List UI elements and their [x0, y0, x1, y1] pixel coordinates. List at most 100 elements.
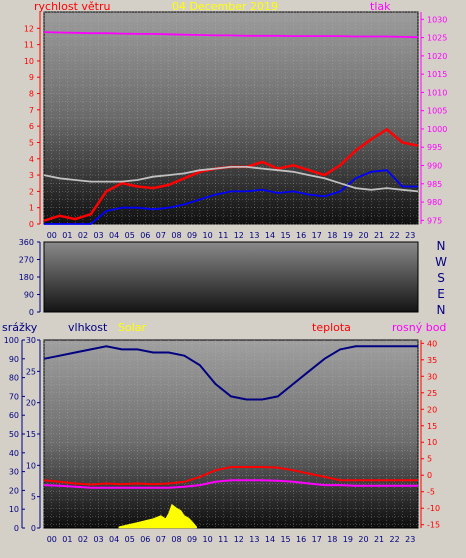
- humidity-tick-label: 25: [26, 367, 36, 376]
- wind-speed-tick-label: 12: [24, 24, 34, 33]
- hour-tick-label: 18: [327, 535, 337, 544]
- hour-tick-label: 16: [296, 535, 306, 544]
- wind-speed-axis-label: rychlost větru: [34, 0, 110, 13]
- pressure-tick-label: 1005: [427, 107, 447, 116]
- wind-speed-tick-label: 0: [29, 220, 34, 229]
- pressure-tick-label: 1030: [427, 15, 447, 24]
- pressure-tick-label: 975: [427, 216, 442, 225]
- dew-point-axis-label: rosný bod: [392, 321, 446, 334]
- solar-axis-label: Solar: [118, 321, 147, 334]
- temperature-tick-label: 20: [427, 405, 437, 414]
- direction-tick-label: 0: [29, 308, 34, 317]
- humidity-tick-label: 10: [26, 461, 36, 470]
- precip-tick-label: 90: [9, 355, 19, 364]
- temperature-tick-label: 40: [427, 339, 437, 348]
- compass-label: S: [437, 271, 445, 285]
- series-line: [44, 169, 418, 225]
- solar-area: [118, 503, 197, 529]
- wind-speed-tick-label: 3: [29, 171, 34, 180]
- series-line: [43, 165, 419, 193]
- hour-tick-label: 19: [343, 231, 353, 240]
- humidity-temperature-grid: [43, 340, 419, 528]
- precip-tick-label: 20: [9, 486, 19, 495]
- humidity-tick-label: 30: [26, 336, 36, 345]
- compass-label: N: [437, 303, 446, 317]
- hour-tick-label: 08: [171, 231, 181, 240]
- precip-tick-label: 80: [9, 374, 19, 383]
- hour-tick-label: 20: [358, 535, 368, 544]
- pressure-axis: 975 980 985 990 995 1000 1005 1010 1015 1020 1025 1…: [420, 12, 447, 225]
- precip-tick-label: 30: [9, 468, 19, 477]
- wind-speed-tick-label: 2: [29, 187, 34, 196]
- wind-pressure-series: [43, 31, 419, 225]
- series-line: [43, 466, 418, 486]
- temperature-tick-label: 0: [427, 471, 432, 480]
- compass-label: N: [437, 239, 446, 253]
- wind-speed-tick-label: 9: [29, 73, 34, 82]
- hour-tick-label: 04: [109, 231, 119, 240]
- pressure-tick-label: 985: [427, 180, 442, 189]
- series-line: [43, 345, 418, 401]
- wind-speed-tick-label: 10: [24, 57, 34, 66]
- direction-tick-label: 360: [19, 238, 34, 247]
- humidity-axis-label: vlhkost: [68, 321, 108, 334]
- direction-tick-label: 90: [24, 291, 34, 300]
- hour-tick-label: 17: [312, 231, 322, 240]
- hour-tick-label: 07: [156, 231, 166, 240]
- hour-tick-label: 09: [187, 535, 197, 544]
- precip-tick-label: 100: [4, 336, 19, 345]
- pressure-tick-label: 990: [427, 162, 442, 171]
- precip-tick-label: 10: [9, 505, 19, 514]
- hour-tick-label: 13: [249, 231, 259, 240]
- wind-speed-tick-label: 7: [29, 106, 34, 115]
- pressure-axis-label: tlak: [370, 0, 391, 13]
- temperature-tick-label: -15: [427, 521, 440, 530]
- hour-tick-label: 05: [125, 231, 135, 240]
- wind-speed-tick-label: 6: [29, 122, 34, 131]
- pressure-tick-label: 1025: [427, 34, 447, 43]
- hour-tick-label: 15: [280, 231, 290, 240]
- wind-speed-tick-label: 5: [29, 138, 34, 147]
- temperature-tick-label: 30: [427, 372, 437, 381]
- hour-tick-label: 10: [203, 535, 213, 544]
- hour-tick-label: 01: [62, 231, 72, 240]
- hour-tick-label: 11: [218, 535, 228, 544]
- wind-direction-axis: 0 90 180 270 360: [19, 238, 41, 317]
- temperature-tick-label: 5: [427, 455, 432, 464]
- wind-speed-tick-label: 4: [29, 155, 34, 164]
- compass-label: W: [435, 255, 447, 269]
- precip-axis-label: srážky: [2, 321, 38, 334]
- hour-tick-label: 15: [280, 535, 290, 544]
- hour-tick-label: 19: [343, 535, 353, 544]
- wind-speed-tick-label: 11: [24, 41, 34, 50]
- hour-tick-label: 06: [140, 535, 150, 544]
- hour-tick-label: 22: [390, 535, 400, 544]
- temperature-tick-label: -5: [427, 488, 435, 497]
- hour-tick-label: 16: [296, 231, 306, 240]
- hour-tick-label: 07: [156, 535, 166, 544]
- hour-tick-label: 23: [405, 535, 415, 544]
- direction-tick-label: 180: [19, 273, 34, 282]
- hour-tick-label: 20: [358, 231, 368, 240]
- wind-speed-tick-label: 1: [29, 204, 34, 213]
- hour-tick-label: 13: [249, 535, 259, 544]
- precip-tick-label: 0: [14, 524, 19, 533]
- humidity-temperature-series: [43, 345, 418, 529]
- hour-tick-label: 04: [109, 535, 119, 544]
- wind-direction-plot-area: [43, 241, 419, 313]
- pressure-tick-label: 1000: [427, 125, 447, 134]
- hour-tick-label: 21: [374, 231, 384, 240]
- hour-tick-label: 01: [62, 535, 72, 544]
- hour-tick-label: 00: [47, 231, 57, 240]
- hour-tick-label: 09: [187, 231, 197, 240]
- bottom-axes: 0102030405060708090100051015202530-15-10…: [4, 336, 440, 533]
- hour-tick-label: 05: [125, 535, 135, 544]
- hour-tick-label: 14: [265, 231, 275, 240]
- hour-tick-label: 23: [405, 231, 415, 240]
- temperature-tick-label: 15: [427, 422, 437, 431]
- series-line: [43, 479, 418, 489]
